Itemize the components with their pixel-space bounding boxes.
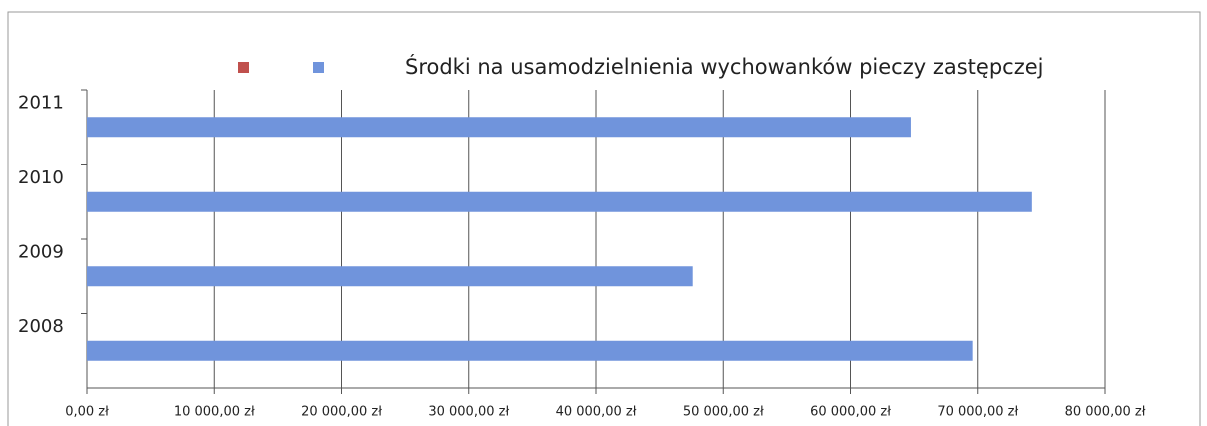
legend-label: Środki na usamodzielnienia wychowanków p… [405,54,1044,79]
bar [87,117,911,138]
x-tick-label: 50 000,00 zł [683,405,764,420]
bar [87,266,693,287]
y-tick-label: 2008 [18,316,64,337]
bar [87,191,1032,212]
y-tick-label: 2011 [18,92,64,113]
x-tick-label: 60 000,00 zł [810,405,891,420]
legend-swatch [313,62,324,73]
y-tick-label: 2009 [18,241,64,262]
x-tick-label: 0,00 zł [65,405,109,420]
x-tick-label: 40 000,00 zł [556,405,637,420]
x-tick-label: 20 000,00 zł [301,405,382,420]
chart-frame [7,11,1201,426]
bar [87,340,973,361]
x-tick-label: 80 000,00 zł [1065,405,1146,420]
x-tick-label: 10 000,00 zł [174,405,255,420]
x-tick-label: 30 000,00 zł [428,405,509,420]
x-tick-label: 70 000,00 zł [937,405,1018,420]
y-tick-label: 2010 [18,167,64,188]
legend-swatch [238,62,249,73]
